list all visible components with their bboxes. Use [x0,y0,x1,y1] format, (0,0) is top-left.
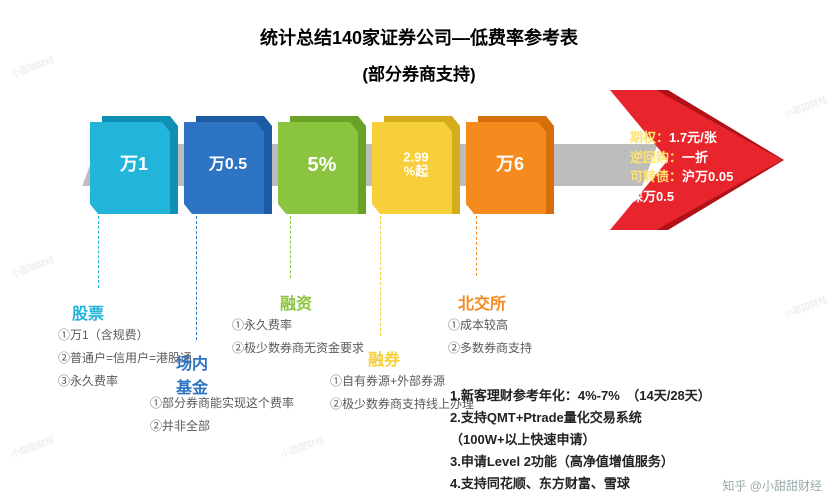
watermark: 小甜甜财经 [782,293,829,321]
category-title: 融券 [368,346,400,370]
chevron-label: 5% [308,154,337,176]
chevron-label: 万1 [120,155,148,175]
sub-title: (部分券商支持) [0,60,838,85]
connector-line [380,216,381,336]
chevron-2: 5% [278,116,366,214]
category-items: ①永久费率②极少数券商无资金要求 [232,314,364,360]
connector-line [196,216,197,340]
category-title: 股票 [72,300,104,324]
watermark: 小甜甜财经 [9,433,56,461]
attribution: 知乎 @小甜甜财经 [722,477,822,494]
arrow-head-text: 期权：1.7元/张逆回购：一折可转债：沪万0.05深万0.5 [630,128,760,206]
connector-line [476,216,477,276]
connector-line [98,216,99,288]
arrow-diagram: 万1 万0.5 5% 2.99%起 万6 期权：1.7元/张逆回购：一折可转债：… [90,102,770,222]
category-items: ①部分券商能实现这个费率②并非全部 [150,392,294,438]
chevron-label: 万6 [496,155,524,175]
category-title: 融资 [280,290,312,314]
category-title: 北交所 [458,290,506,314]
category-title: 场内基金 [176,350,208,398]
main-title: 统计总结140家证券公司—低费率参考表 [0,24,838,50]
category-items: ①成本较高②多数券商支持 [448,314,532,360]
chevron-4: 万6 [466,116,554,214]
chevron-label: 万0.5 [209,156,247,174]
category-items: ①万1（含规费）②普通户=信用户=港股通③永久费率 [58,324,192,392]
chevron-1: 万0.5 [184,116,272,214]
connector-line [290,216,291,278]
chevron-3: 2.99%起 [372,116,460,214]
notes-block: 1.新客理财参考年化：4%-7% （14天/28天）2.支持QMT+Ptrade… [450,385,711,495]
chevron-0: 万1 [90,116,178,214]
chevron-label: 2.99%起 [403,151,428,180]
watermark: 小甜甜财经 [9,253,56,281]
